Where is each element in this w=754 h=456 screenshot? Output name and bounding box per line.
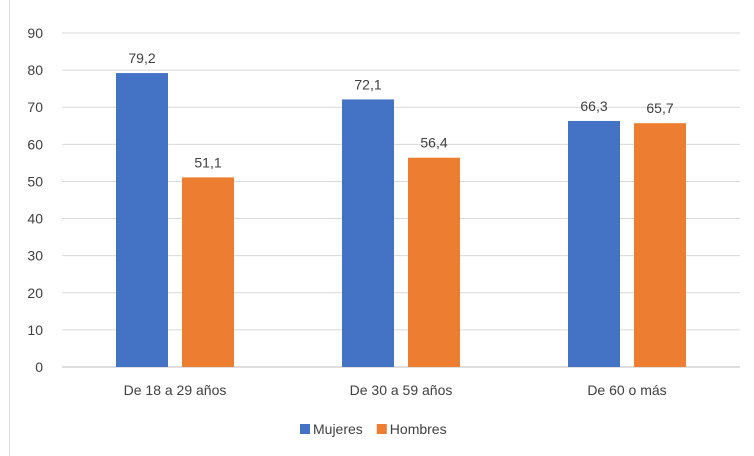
y-tick-label: 80 xyxy=(27,62,43,78)
y-tick-label: 70 xyxy=(27,99,43,115)
legend-label: Mujeres xyxy=(313,421,363,437)
legend-label: Hombres xyxy=(390,421,447,437)
y-tick-label: 90 xyxy=(27,25,43,41)
data-label: 66,3 xyxy=(580,98,607,114)
bar xyxy=(116,73,168,367)
y-tick-label: 50 xyxy=(27,173,43,189)
y-tick-label: 60 xyxy=(27,136,43,152)
gridlines xyxy=(62,32,740,368)
data-label: 56,4 xyxy=(420,135,447,151)
legend-swatch xyxy=(376,424,387,434)
data-label: 65,7 xyxy=(646,100,673,116)
y-tick-label: 20 xyxy=(27,285,43,301)
x-category-label: De 30 a 59 años xyxy=(350,382,453,398)
data-label: 72,1 xyxy=(354,76,381,92)
data-labels: 79,2 51,1 72,1 56,4 66,3 65,7 xyxy=(128,50,673,170)
bar xyxy=(634,123,686,368)
bars xyxy=(116,73,686,368)
x-category-label: De 18 a 29 años xyxy=(124,382,227,398)
bar xyxy=(182,177,234,367)
data-label: 79,2 xyxy=(128,50,155,66)
y-tick-label: 30 xyxy=(27,248,43,264)
chart-frame xyxy=(9,0,754,456)
y-tick-label: 10 xyxy=(27,322,43,338)
y-tick-label: 40 xyxy=(27,211,43,227)
bar xyxy=(568,120,620,367)
bar xyxy=(342,99,394,367)
x-category-label: De 60 o más xyxy=(587,382,666,398)
legend-swatch xyxy=(300,424,310,434)
y-axis-ticks: 0 10 20 30 40 50 60 70 80 90 xyxy=(27,25,43,375)
data-label: 51,1 xyxy=(194,154,221,170)
y-tick-label: 0 xyxy=(35,359,43,375)
x-axis-categories: De 18 a 29 años De 30 a 59 años De 60 o má… xyxy=(124,382,667,398)
bar xyxy=(408,157,460,367)
legend: Mujeres Hombres xyxy=(300,421,447,437)
